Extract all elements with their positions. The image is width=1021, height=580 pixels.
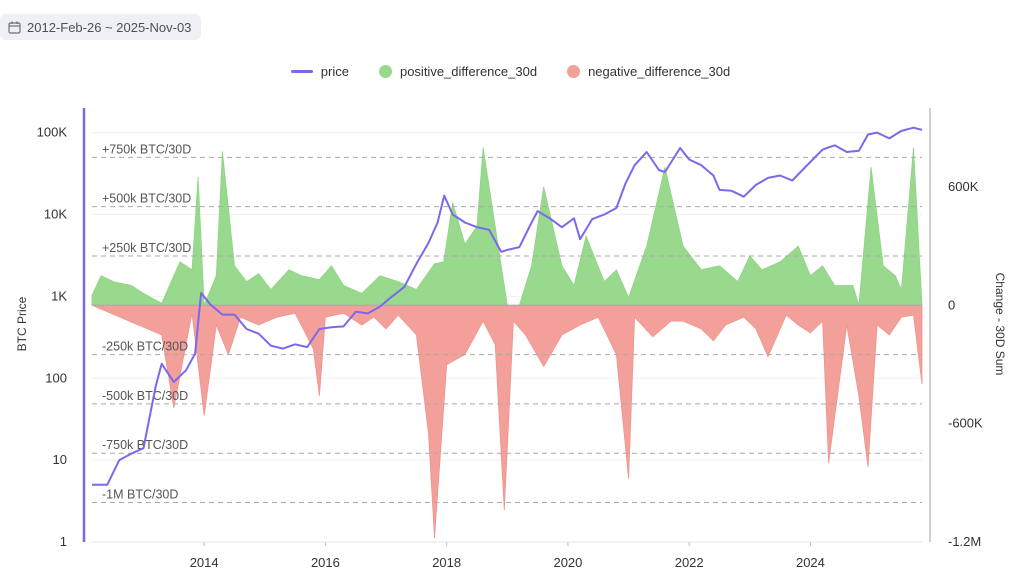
negative-swatch	[567, 65, 581, 78]
x-tick-label: 2024	[796, 555, 825, 570]
axes: 1 10 100 1K 10K 100K 600K 0 -600K -1.2M 2014 2016 20…	[37, 108, 983, 570]
legend-label-negative: negative_difference_30d	[588, 64, 731, 79]
price-line	[92, 126, 923, 486]
y-left-tick-label: 10	[53, 452, 67, 467]
y-left-tick-label: 100K	[37, 125, 68, 140]
x-tick-label: 2022	[675, 555, 704, 570]
legend-label-positive: positive_difference_30d	[399, 64, 538, 79]
y-left-tick-label: 1	[60, 534, 67, 549]
y-axis-title-left: BTC Price	[15, 296, 29, 351]
reference-line-label: +750k BTC/30D	[102, 142, 191, 156]
legend-item-price[interactable]: price	[290, 64, 349, 79]
y-axis-title-right: Change - 30D Sum	[993, 273, 1007, 376]
legend-item-positive[interactable]: positive_difference_30d	[378, 64, 538, 79]
reference-line-label: -250k BTC/30D	[102, 340, 188, 354]
reference-line-label: -1M BTC/30D	[102, 488, 178, 502]
y-right-tick-label: -600K	[948, 416, 983, 431]
legend-item-negative[interactable]: negative_difference_30d	[567, 64, 730, 79]
reference-line-label: -500k BTC/30D	[102, 389, 188, 403]
negative-difference-area	[91, 304, 923, 539]
y-right-tick-label: 0	[948, 297, 955, 312]
calendar-icon	[8, 21, 21, 34]
reference-lines: +750k BTC/30D +500k BTC/30D +250k BTC/30D -…	[92, 142, 922, 504]
positive-difference-area	[91, 147, 923, 306]
difference-areas	[91, 147, 923, 539]
positive-swatch	[378, 65, 392, 78]
reference-line-label: +250k BTC/30D	[102, 241, 191, 255]
x-tick-label: 2018	[432, 555, 461, 570]
date-range-filter[interactable]: 2012-Feb-26 ~ 2025-Nov-03	[0, 14, 202, 40]
date-range-text: 2012-Feb-26 ~ 2025-Nov-03	[27, 19, 192, 35]
y-left-tick-label: 1K	[51, 288, 67, 303]
x-tick-label: 2014	[190, 555, 219, 570]
price-series	[92, 126, 923, 486]
reference-line-label: +500k BTC/30D	[102, 192, 191, 206]
y-left-tick-label: 100	[45, 370, 67, 385]
chart-legend: price positive_difference_30d negative_d…	[0, 64, 1021, 79]
x-tick-label: 2016	[311, 555, 340, 570]
x-tick-label: 2020	[553, 555, 582, 570]
legend-label-price: price	[320, 64, 349, 79]
y-right-tick-label: -1.2M	[948, 534, 981, 549]
y-right-tick-label: 600K	[948, 179, 979, 194]
y-left-tick-label: 10K	[44, 207, 67, 222]
price-swatch	[290, 70, 313, 73]
